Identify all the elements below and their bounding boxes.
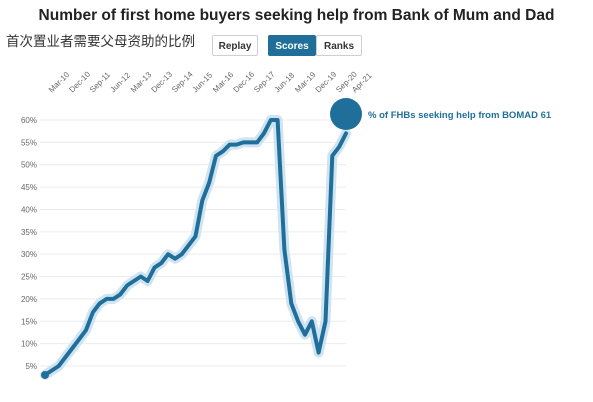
series-line[interactable] <box>43 118 348 377</box>
y-tick-label: 15% <box>21 317 37 326</box>
series-end-value: 61 <box>541 110 552 121</box>
x-tick-label: Mar-16 <box>211 70 236 95</box>
chart-title: Number of first home buyers seeking help… <box>38 7 555 24</box>
ranks-button[interactable]: Ranks <box>316 35 362 56</box>
y-tick-label: 35% <box>21 228 37 237</box>
x-tick-label: Mar-10 <box>47 70 72 95</box>
x-tick-label: Dec-10 <box>67 69 92 94</box>
y-tick-label: 30% <box>21 250 37 259</box>
y-tick-label: 50% <box>21 161 37 170</box>
series-line-halo <box>40 115 351 380</box>
x-tick-label: Jun-12 <box>108 70 132 94</box>
end-marker-layer: % of FHBs seeking help from BOMAD 61 <box>330 98 552 130</box>
x-tick-label: Sep-17 <box>252 69 277 94</box>
series-name: % of FHBs seeking help from BOMAD <box>368 110 541 121</box>
x-tick-label: Sep-14 <box>170 69 195 94</box>
y-tick-label: 5% <box>25 362 37 371</box>
series-layer <box>40 115 351 380</box>
scores-button[interactable]: Scores <box>268 35 316 56</box>
y-tick-label: 60% <box>21 116 37 125</box>
gridlines <box>40 119 346 367</box>
y-tick-label: 10% <box>21 340 37 349</box>
x-tick-label: Dec-16 <box>232 69 257 94</box>
x-tick-label: Sep-11 <box>88 70 113 95</box>
x-tick-label: Dec-13 <box>150 69 175 94</box>
x-tick-label: Jun-18 <box>273 70 297 94</box>
y-tick-label: 20% <box>21 295 37 304</box>
x-tick-label: Mar-13 <box>129 70 154 95</box>
y-tick-label: 45% <box>21 183 37 192</box>
y-tick-label: 55% <box>21 138 37 147</box>
series-start-point <box>41 370 49 379</box>
x-tick-label: Mar-19 <box>293 70 318 95</box>
x-tick-label: Dec-19 <box>314 69 339 94</box>
series-end-label: % of FHBs seeking help from BOMAD 61 <box>368 110 552 121</box>
x-tick-label: Jun-15 <box>191 70 215 94</box>
y-tick-label: 40% <box>21 205 37 214</box>
series-end-marker[interactable] <box>330 98 362 130</box>
replay-button[interactable]: Replay <box>212 35 258 56</box>
y-tick-label: 25% <box>21 273 37 282</box>
chart-subtitle: 首次置业者需要父母资助的比例 <box>6 34 195 49</box>
y-axis: 5% 10% 15% 20% 25% 30% 35% 40% 45% 50% 55% 60% <box>21 116 37 371</box>
x-axis: Mar-10Dec-10Sep-11Jun-12Mar-13Dec-13Sep-… <box>47 69 374 94</box>
